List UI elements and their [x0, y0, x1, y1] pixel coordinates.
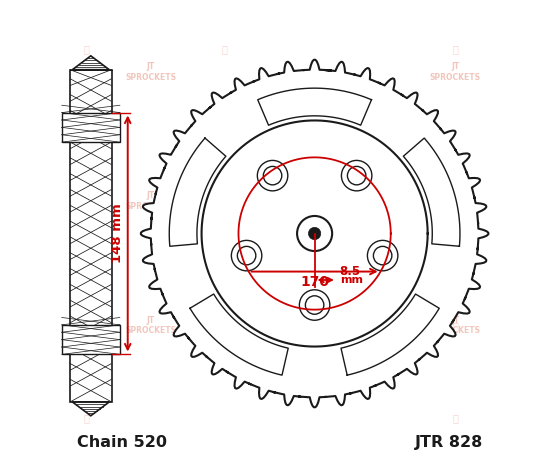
- Text: 社: 社: [452, 321, 458, 331]
- Polygon shape: [141, 60, 488, 407]
- Polygon shape: [169, 138, 226, 246]
- Text: 社: 社: [222, 44, 227, 54]
- Text: 社: 社: [83, 44, 89, 54]
- Text: 社: 社: [452, 182, 458, 192]
- Circle shape: [297, 216, 332, 251]
- Text: Chain 520: Chain 520: [77, 435, 167, 450]
- Bar: [62, 113, 120, 142]
- Circle shape: [300, 290, 330, 320]
- Text: JTR 828: JTR 828: [415, 435, 483, 450]
- Text: mm: mm: [340, 275, 363, 285]
- Polygon shape: [190, 294, 288, 375]
- Text: JT
SPROCKETS: JT SPROCKETS: [430, 191, 481, 211]
- Bar: [70, 70, 111, 402]
- Circle shape: [305, 296, 324, 314]
- Circle shape: [374, 247, 392, 265]
- Text: 社: 社: [83, 182, 89, 192]
- Text: 社: 社: [83, 321, 89, 331]
- Circle shape: [231, 241, 262, 271]
- Circle shape: [237, 247, 256, 265]
- Circle shape: [263, 166, 282, 185]
- Text: JT
SPROCKETS: JT SPROCKETS: [289, 62, 340, 82]
- Polygon shape: [403, 138, 460, 246]
- Polygon shape: [72, 402, 109, 416]
- Text: 社: 社: [452, 44, 458, 54]
- Circle shape: [309, 227, 321, 240]
- Text: 8.5: 8.5: [339, 265, 361, 278]
- Circle shape: [342, 160, 372, 191]
- Text: JT
SPROCKETS: JT SPROCKETS: [289, 191, 340, 211]
- Polygon shape: [341, 294, 439, 375]
- Polygon shape: [72, 56, 109, 70]
- Text: JT
SPROCKETS: JT SPROCKETS: [430, 316, 481, 335]
- Text: JT
SPROCKETS: JT SPROCKETS: [125, 62, 176, 82]
- Text: JT
SPROCKETS: JT SPROCKETS: [125, 191, 176, 211]
- Text: 社: 社: [312, 81, 318, 91]
- Circle shape: [258, 160, 288, 191]
- Text: 社: 社: [83, 413, 89, 423]
- Text: 社: 社: [452, 413, 458, 423]
- Text: JT
SPROCKETS: JT SPROCKETS: [289, 316, 340, 335]
- Text: 148 mm: 148 mm: [111, 204, 124, 263]
- Circle shape: [347, 166, 366, 185]
- Text: 170: 170: [300, 276, 329, 289]
- Circle shape: [367, 241, 398, 271]
- Text: JT
SPROCKETS: JT SPROCKETS: [430, 62, 481, 82]
- Polygon shape: [258, 88, 371, 125]
- Bar: [62, 325, 120, 354]
- Text: 社: 社: [222, 321, 227, 331]
- Text: JT
SPROCKETS: JT SPROCKETS: [125, 316, 176, 335]
- Text: 社: 社: [312, 376, 318, 386]
